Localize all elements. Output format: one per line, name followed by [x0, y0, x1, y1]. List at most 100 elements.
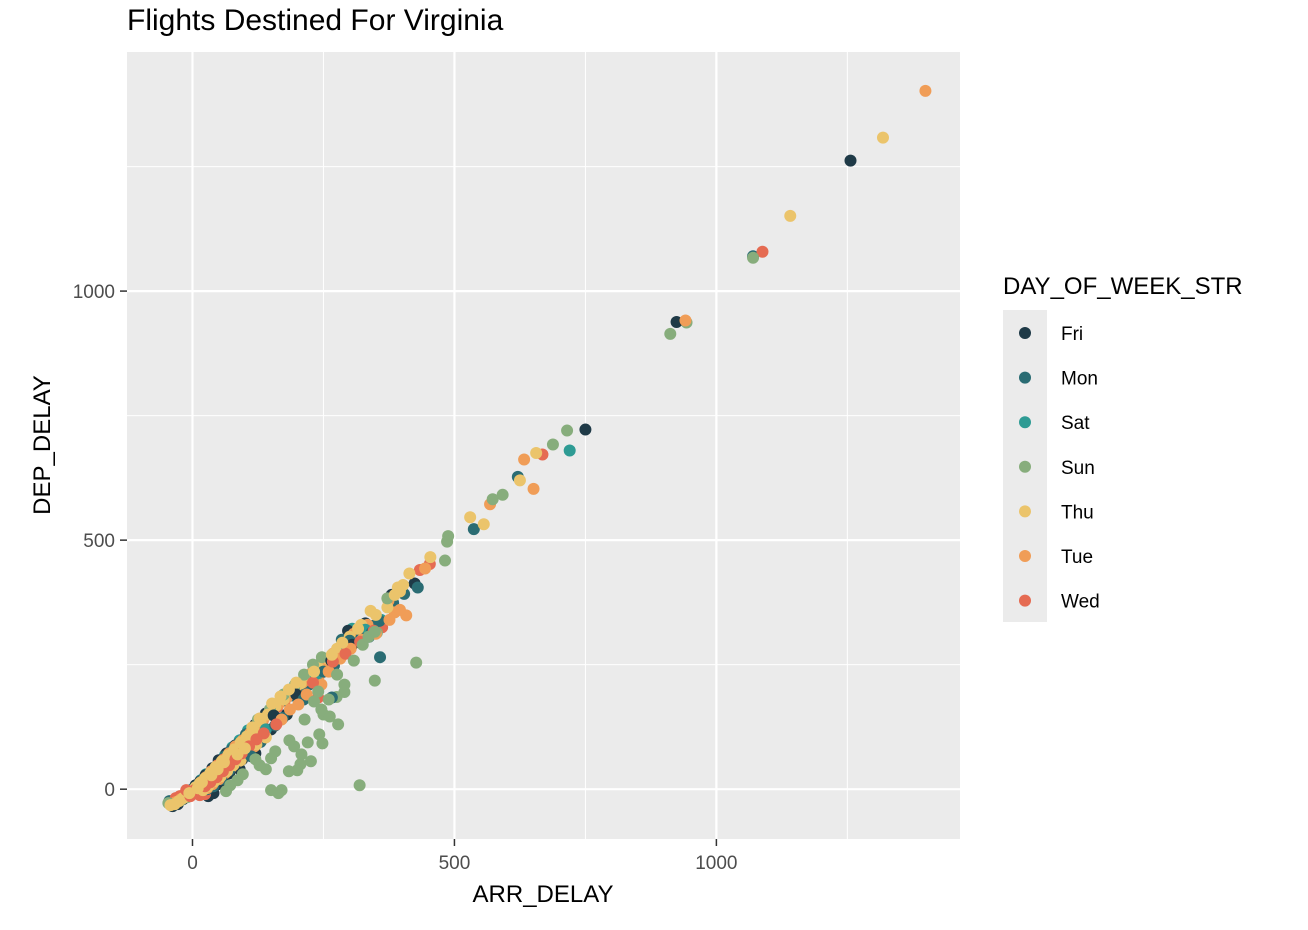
data-point-sun	[301, 736, 314, 749]
legend-label-tue: Tue	[1061, 547, 1093, 568]
data-point-sun	[496, 488, 509, 501]
data-point-thu	[530, 446, 543, 459]
legend: DAY_OF_WEEK_STR Fri Mon Sat Sun Thu Tue Wed	[1003, 273, 1243, 622]
y-axis-title: DEP_DELAY	[29, 375, 56, 515]
data-point-thu	[231, 748, 244, 761]
data-point-tue	[679, 314, 692, 327]
legend-key-fri	[1019, 327, 1031, 339]
legend-label-wed: Wed	[1061, 592, 1100, 613]
x-tick-label: 1000	[695, 853, 737, 874]
data-point-thu	[183, 787, 196, 800]
x-tick-label: 0	[187, 853, 198, 874]
data-point-thu	[336, 636, 349, 649]
data-point-fri	[844, 154, 857, 167]
data-point-mon	[411, 581, 424, 594]
y-tick-label: 500	[83, 531, 115, 552]
data-point-thu	[205, 769, 218, 782]
x-axis-title: ARR_DELAY	[473, 881, 614, 908]
data-point-sun	[269, 745, 282, 758]
data-point-thu	[266, 697, 279, 710]
data-point-thu	[290, 676, 303, 689]
data-point-sun	[338, 678, 351, 691]
data-point-sun	[298, 713, 311, 726]
data-point-sun	[561, 424, 574, 437]
data-point-sun	[347, 654, 360, 667]
legend-label-sun: Sun	[1061, 458, 1095, 479]
data-point-sun	[332, 718, 345, 731]
data-point-thu	[325, 648, 338, 661]
legend-key-tue	[1019, 550, 1031, 562]
data-point-wed	[306, 676, 319, 689]
data-point-sun	[220, 785, 233, 798]
legend-key-thu	[1019, 505, 1031, 518]
data-point-sun	[315, 703, 328, 716]
data-point-sun	[664, 327, 677, 340]
data-point-thu	[424, 551, 437, 564]
data-point-sun	[265, 784, 278, 797]
data-point-thu	[464, 511, 477, 524]
legend-label-thu: Thu	[1061, 502, 1094, 523]
legend-key-wed	[1019, 594, 1031, 607]
legend-key-mon	[1019, 371, 1031, 384]
data-point-sun	[298, 668, 311, 681]
data-point-sun	[331, 668, 344, 681]
data-point-sun	[441, 535, 454, 548]
data-point-sun	[368, 625, 381, 638]
data-point-sun	[322, 693, 335, 706]
data-point-sat	[563, 444, 576, 457]
data-point-thu	[388, 588, 401, 601]
data-point-tue	[419, 562, 432, 575]
data-point-sun	[249, 753, 262, 766]
data-point-sun	[282, 765, 295, 778]
data-point-thu	[253, 712, 266, 725]
legend-label-sat: Sat	[1061, 413, 1090, 434]
data-point-thu	[876, 131, 889, 144]
data-point-thu	[403, 567, 416, 580]
y-tick-label: 0	[104, 780, 115, 801]
data-point-fri	[670, 315, 683, 328]
data-point-sun	[323, 710, 336, 723]
data-point-tue	[393, 603, 406, 616]
data-point-tue	[518, 453, 531, 466]
data-point-mon	[467, 523, 480, 536]
data-point-thu	[784, 209, 797, 222]
legend-label-mon: Mon	[1061, 369, 1098, 390]
legend-key-sat	[1019, 416, 1031, 429]
data-point-thu	[369, 608, 382, 621]
data-point-sun	[283, 734, 296, 747]
data-points	[162, 84, 932, 813]
data-point-thu	[477, 518, 490, 531]
data-point-wed	[339, 647, 352, 660]
legend-key-sun	[1019, 460, 1031, 473]
data-point-sun	[304, 755, 317, 768]
data-point-sun	[747, 251, 760, 264]
data-point-sun	[368, 674, 381, 687]
data-point-thu	[308, 665, 321, 678]
data-point-wed	[756, 245, 769, 258]
data-point-sun	[353, 779, 366, 792]
data-point-mon	[374, 651, 387, 664]
data-point-sun	[439, 554, 452, 567]
data-point-thu	[352, 622, 365, 635]
chart-title: Flights Destined For Virginia	[127, 4, 504, 37]
axes: 0 500 1000 0 500 1000	[73, 282, 738, 874]
data-point-sun	[316, 737, 329, 750]
data-point-thu	[246, 721, 259, 734]
data-point-sun	[410, 656, 423, 669]
data-point-tue	[527, 482, 540, 495]
data-point-fri	[579, 423, 592, 436]
data-point-tue	[383, 613, 396, 626]
data-point-tue	[919, 84, 932, 97]
y-tick-label: 1000	[73, 282, 115, 303]
data-point-wed	[270, 718, 283, 731]
data-point-thu	[513, 474, 526, 487]
data-point-tue	[292, 698, 305, 711]
data-point-sun	[312, 685, 325, 698]
data-point-sun	[295, 748, 308, 761]
data-point-thu	[397, 578, 410, 591]
data-point-sun	[546, 438, 559, 451]
data-point-thu	[274, 690, 287, 703]
legend-title: DAY_OF_WEEK_STR	[1003, 273, 1243, 300]
x-tick-label: 500	[439, 853, 471, 874]
